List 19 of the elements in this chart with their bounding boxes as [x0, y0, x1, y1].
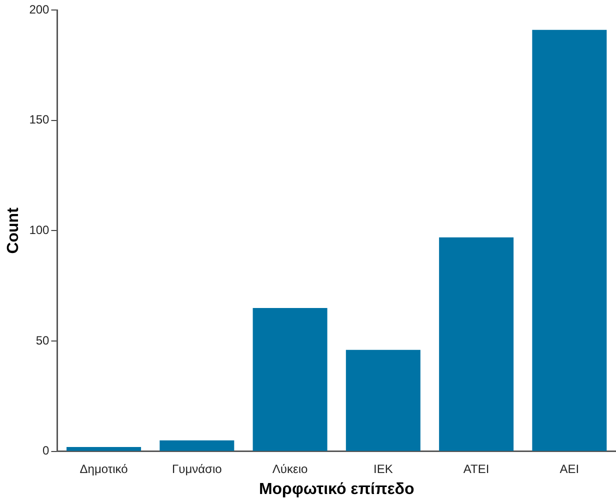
x-tick-label: ΑΕΙ — [560, 462, 580, 476]
x-tick-label: ΙΕΚ — [374, 462, 393, 476]
bar — [439, 237, 514, 451]
x-tick-label: Λύκειο — [272, 462, 308, 476]
y-tick-label: 100 — [29, 223, 50, 238]
bar — [160, 440, 234, 451]
bar — [252, 308, 328, 451]
y-tick-label: 0 — [42, 444, 50, 458]
bar — [532, 30, 607, 451]
x-axis-title: Μορφωτικό επίπεδο — [258, 480, 414, 498]
x-tick-label: Γυμνάσιο — [172, 462, 222, 476]
bar — [346, 350, 420, 451]
y-tick-label: 200 — [29, 2, 50, 16]
x-tick-label: ΑΤΕΙ — [463, 462, 490, 476]
y-tick-label: 150 — [29, 112, 50, 127]
y-tick-label: 50 — [36, 333, 50, 348]
x-tick-label: Δημοτικό — [80, 462, 128, 476]
bar — [66, 446, 142, 451]
y-axis-title: Count — [5, 206, 22, 254]
